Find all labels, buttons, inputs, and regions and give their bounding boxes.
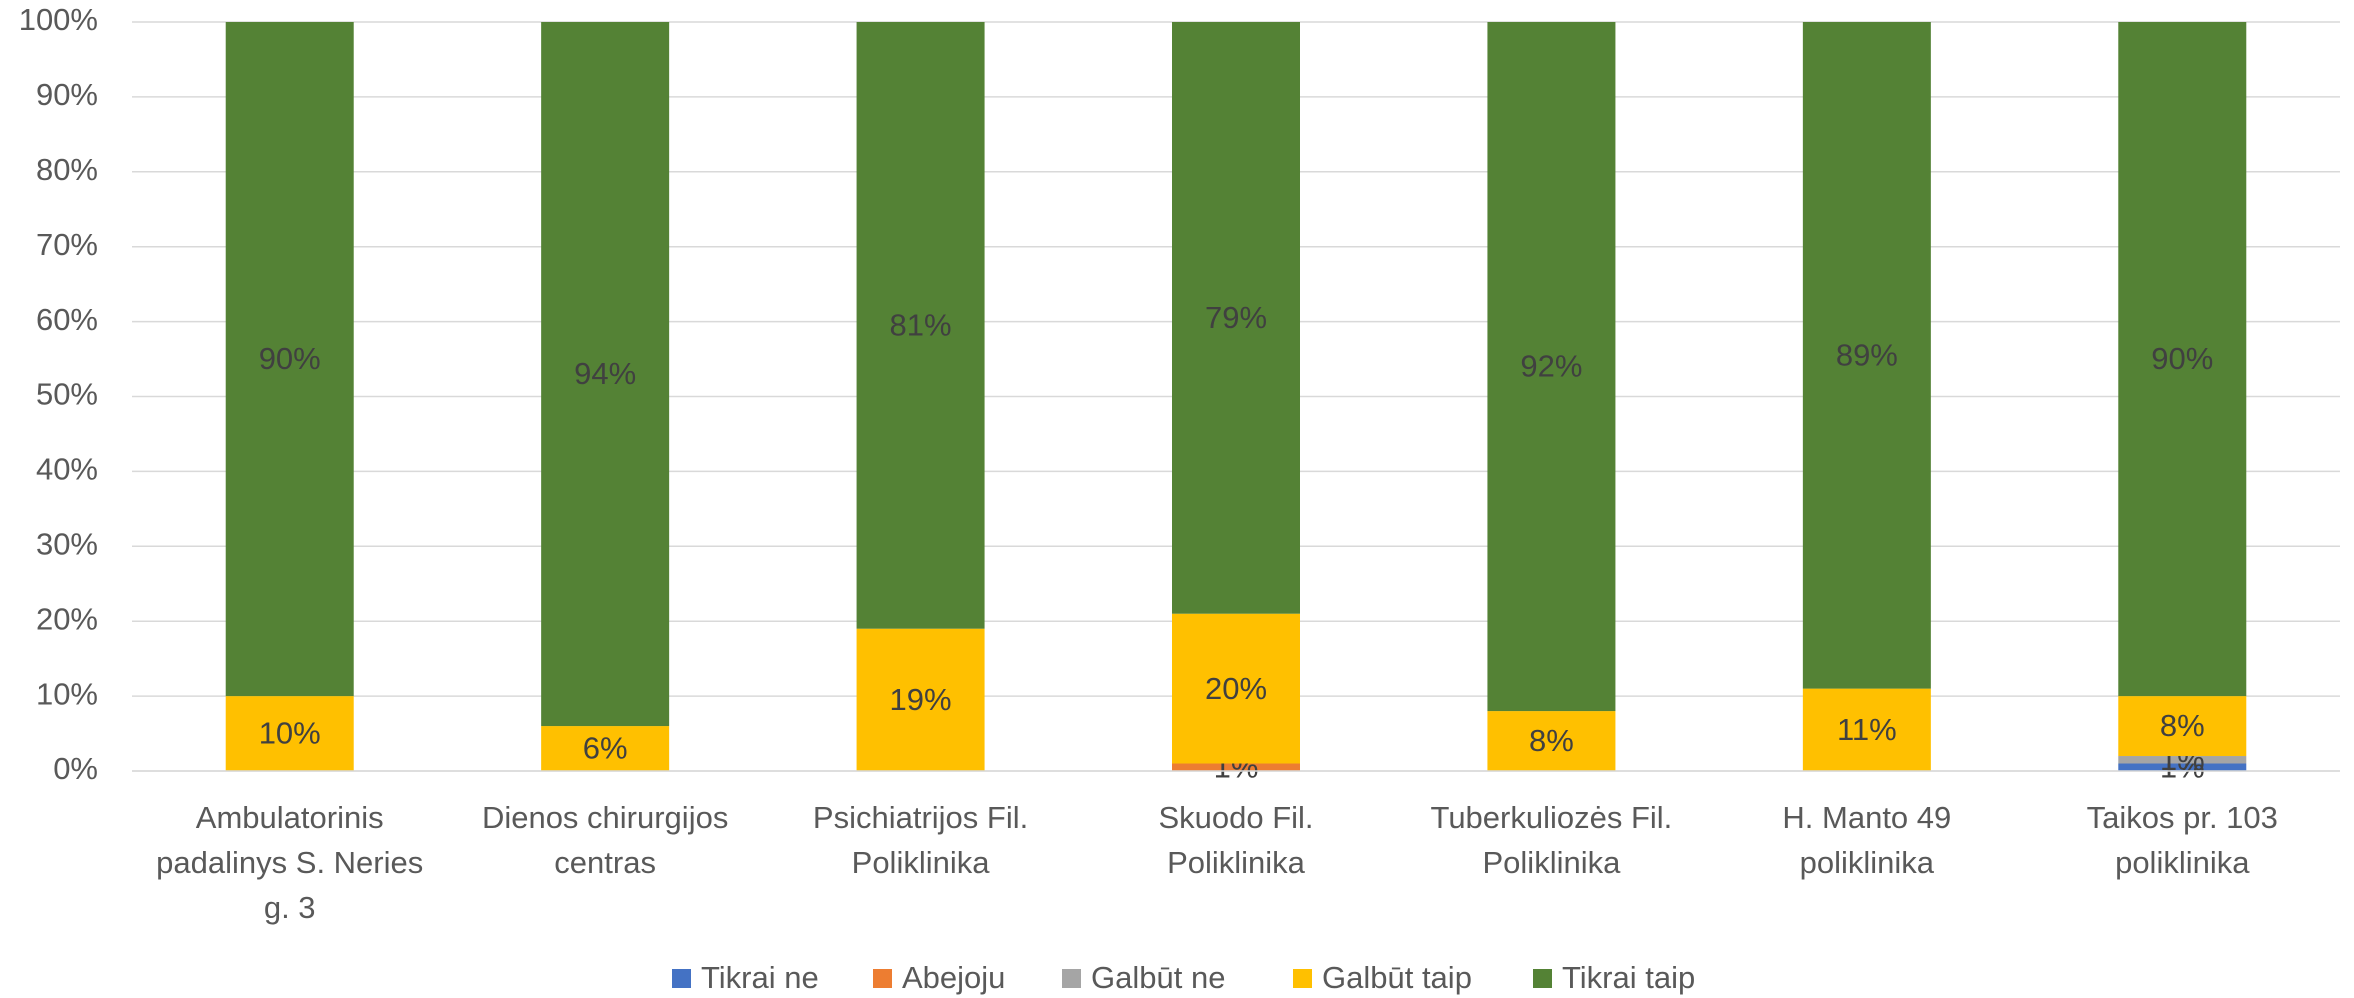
legend-swatch xyxy=(672,969,691,988)
data-label: 90% xyxy=(2151,341,2213,376)
bar-segment xyxy=(1802,22,1931,689)
legend-label: Tikrai ne xyxy=(701,960,819,995)
y-tick-label: 100% xyxy=(19,2,98,37)
legend-swatch xyxy=(1293,969,1312,988)
data-label: 90% xyxy=(259,341,321,376)
bar-segment xyxy=(225,22,354,697)
y-tick-label: 90% xyxy=(36,77,98,112)
bar-segment xyxy=(1172,763,1300,771)
y-tick-label: 40% xyxy=(36,452,98,487)
label-line: poliklinika xyxy=(1800,845,1935,880)
x-tick-label: Taikos pr. 103 poliklinika xyxy=(2087,800,2278,880)
y-tick-label: 70% xyxy=(36,227,98,262)
bar-segment xyxy=(225,696,354,771)
label-line: Ambulatorinis xyxy=(196,800,384,835)
label-line: Poliklinika xyxy=(1167,845,1306,880)
label-line: Tuberkuliozės Fil. xyxy=(1431,800,1673,835)
legend-label: Galbūt ne xyxy=(1091,960,1225,995)
x-tick-label: Ambulatorinis padalinys S. Neries g. 3 xyxy=(156,800,423,925)
data-label: 81% xyxy=(890,308,952,343)
bar-segment xyxy=(541,22,670,727)
label-line: g. 3 xyxy=(264,890,316,925)
label-line: padalinys S. Neries xyxy=(156,845,423,880)
data-label: 89% xyxy=(1836,337,1898,372)
data-label: 94% xyxy=(574,356,636,391)
x-tick-label: H. Manto 49 poliklinika xyxy=(1782,800,1951,880)
data-label: 19% xyxy=(890,682,952,717)
y-tick-label: 30% xyxy=(36,526,98,561)
legend-swatch xyxy=(1062,969,1081,988)
data-label: 8% xyxy=(2160,708,2205,743)
x-tick-label: Skuodo Fil. Poliklinika xyxy=(1158,800,1313,880)
label-line: centras xyxy=(554,845,656,880)
x-tick-label: Tuberkuliozės Fil. Poliklinika xyxy=(1431,800,1673,880)
y-tick-label: 0% xyxy=(53,751,98,786)
data-label: 6% xyxy=(583,731,628,766)
label-line: poliklinika xyxy=(2115,845,2250,880)
data-label: 20% xyxy=(1205,671,1267,706)
label-line: Poliklinika xyxy=(1483,845,1622,880)
label-line: Skuodo Fil. xyxy=(1158,800,1313,835)
bar-segment xyxy=(856,628,985,771)
bar-segment xyxy=(2118,22,2247,697)
x-tick-label: Dienos chirurgijos centras xyxy=(482,800,728,880)
legend-label: Abejoju xyxy=(902,960,1005,995)
legend-swatch xyxy=(873,969,892,988)
x-tick-label: Psichiatrijos Fil. Poliklinika xyxy=(813,800,1028,880)
label-line: Psichiatrijos Fil. xyxy=(813,800,1028,835)
label-line: Dienos chirurgijos xyxy=(482,800,728,835)
y-tick-label: 60% xyxy=(36,302,98,337)
legend-label: Tikrai taip xyxy=(1562,960,1695,995)
bar-segment xyxy=(1172,22,1300,614)
bar-segment xyxy=(1172,613,1300,764)
bar-segment xyxy=(2118,696,2247,757)
bar-segment xyxy=(541,726,670,771)
bar-segment xyxy=(2118,763,2247,771)
label-line: H. Manto 49 xyxy=(1782,800,1951,835)
label-line: Poliklinika xyxy=(852,845,991,880)
bar-segment xyxy=(856,22,985,629)
data-label: 79% xyxy=(1205,300,1267,335)
data-label: 10% xyxy=(259,716,321,751)
y-tick-label: 20% xyxy=(36,601,98,636)
y-tick-label: 80% xyxy=(36,152,98,187)
data-label: 11% xyxy=(1837,712,1897,747)
bar-segment xyxy=(1487,711,1616,771)
bar-segment xyxy=(1487,22,1616,712)
label-line: Taikos pr. 103 xyxy=(2087,800,2278,835)
legend-label: Galbūt taip xyxy=(1322,960,1472,995)
bar-segment xyxy=(2118,756,2247,764)
data-label: 92% xyxy=(1520,349,1582,384)
y-tick-label: 10% xyxy=(36,676,98,711)
y-tick-label: 50% xyxy=(36,377,98,412)
legend-swatch xyxy=(1533,969,1552,988)
bar-segment xyxy=(1802,688,1931,771)
data-label: 8% xyxy=(1529,723,1574,758)
